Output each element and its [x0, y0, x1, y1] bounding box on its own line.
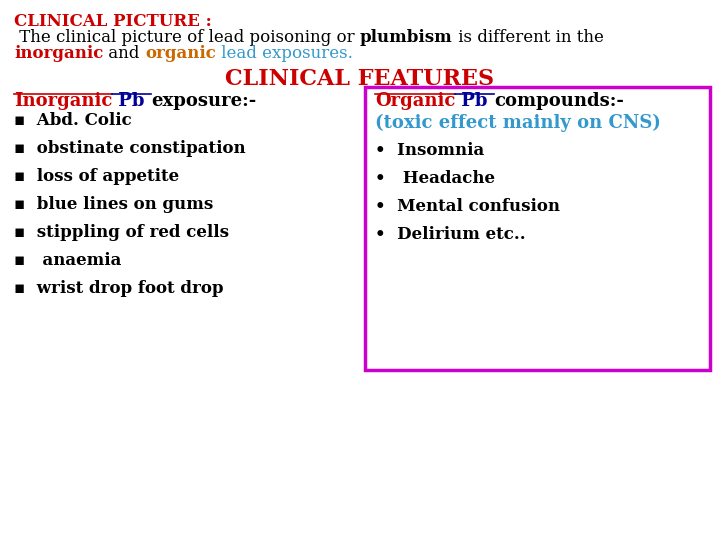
Text: ▪  blue lines on gums: ▪ blue lines on gums — [14, 196, 213, 213]
Text: plumbism: plumbism — [360, 29, 453, 46]
Text: organic: organic — [145, 45, 216, 62]
Text: CLINICAL FEATURES: CLINICAL FEATURES — [225, 68, 495, 90]
Text: Pb: Pb — [112, 92, 151, 110]
Text: ▪  stippling of red cells: ▪ stippling of red cells — [14, 224, 229, 241]
Text: •  Insomnia: • Insomnia — [375, 142, 485, 159]
Text: ▪  loss of appetite: ▪ loss of appetite — [14, 168, 179, 185]
Text: exposure:-: exposure:- — [151, 92, 256, 110]
Text: Pb: Pb — [455, 92, 494, 110]
Text: lead exposures.: lead exposures. — [216, 45, 353, 62]
Text: is different in the: is different in the — [453, 29, 603, 46]
Text: compounds:-: compounds:- — [494, 92, 624, 110]
Text: (toxic effect mainly on CNS): (toxic effect mainly on CNS) — [375, 114, 661, 132]
Text: Organic: Organic — [375, 92, 455, 110]
Bar — [365, 87, 372, 370]
Text: The clinical picture of lead poisoning or: The clinical picture of lead poisoning o… — [14, 29, 360, 46]
Bar — [365, 87, 710, 370]
Text: inorganic: inorganic — [14, 45, 104, 62]
Text: ▪   anaemia: ▪ anaemia — [14, 252, 122, 269]
Text: ▪  wrist drop foot drop: ▪ wrist drop foot drop — [14, 280, 223, 297]
Text: Inorganic: Inorganic — [14, 92, 112, 110]
Text: ▪  obstinate constipation: ▪ obstinate constipation — [14, 140, 246, 157]
Text: and: and — [104, 45, 145, 62]
Text: •  Mental confusion: • Mental confusion — [375, 198, 560, 215]
Text: •   Headache: • Headache — [375, 170, 495, 187]
Text: •  Delirium etc..: • Delirium etc.. — [375, 226, 526, 243]
Text: ▪  Abd. Colic: ▪ Abd. Colic — [14, 112, 132, 129]
Text: CLINICAL PICTURE :: CLINICAL PICTURE : — [14, 13, 212, 30]
